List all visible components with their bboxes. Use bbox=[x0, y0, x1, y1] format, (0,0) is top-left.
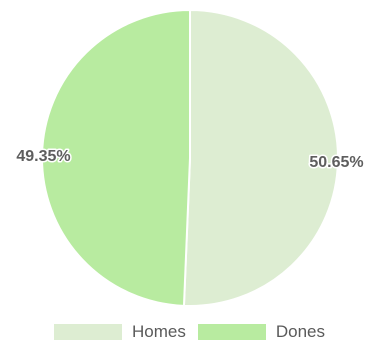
pie-value-labels: 50.65% 49.35% bbox=[15, 147, 365, 173]
legend-swatch-homes bbox=[54, 324, 122, 340]
pie-slice-homes[interactable] bbox=[182, 8, 339, 307]
pie-slice-dones[interactable] bbox=[41, 8, 191, 307]
pie-slices bbox=[41, 8, 339, 307]
legend-label-dones: Dones bbox=[275, 322, 325, 341]
pie-label-dones: 49.35% bbox=[16, 148, 70, 165]
pie-plot-area: 50.65% 49.35% bbox=[15, 8, 365, 307]
pie-label-homes: 50.65% bbox=[309, 154, 363, 171]
legend: Homes Dones bbox=[0, 320, 379, 344]
legend-label-homes: Homes bbox=[132, 322, 186, 341]
legend-swatch-dones bbox=[197, 324, 266, 340]
legend-item-dones[interactable]: Dones bbox=[197, 322, 325, 342]
legend-item-homes[interactable]: Homes bbox=[54, 322, 186, 342]
